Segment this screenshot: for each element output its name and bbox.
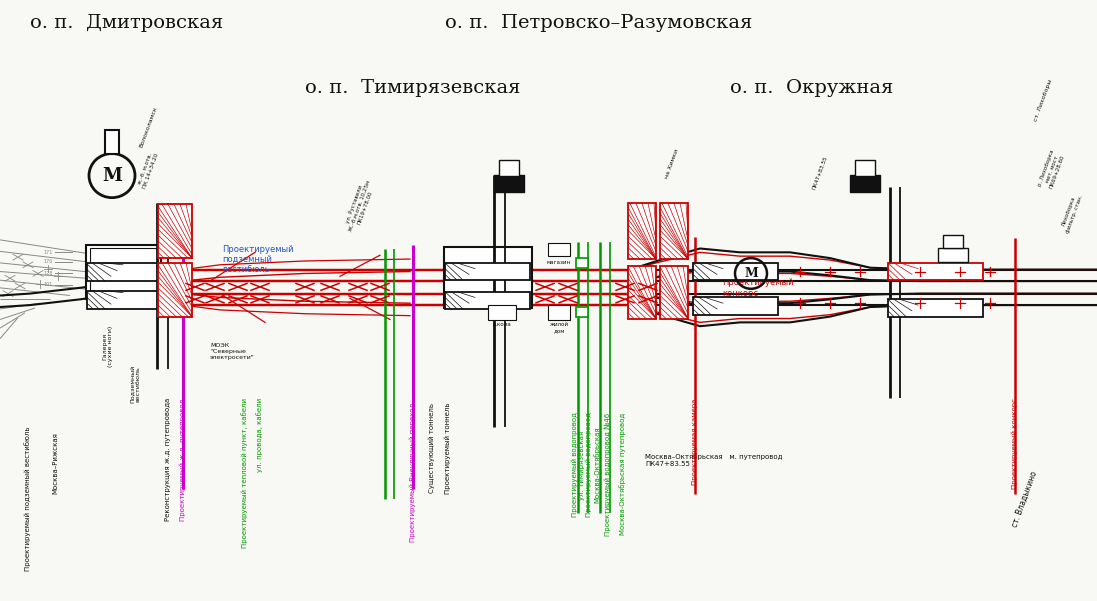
Bar [445, 291, 530, 309]
Text: магазин: магазин [547, 260, 572, 265]
Bar [548, 243, 570, 256]
Text: 171: 171 [44, 250, 53, 255]
Bar [627, 266, 656, 319]
Bar [943, 235, 963, 248]
Bar [499, 160, 519, 175]
Bar [494, 175, 524, 192]
Text: Проектируемый водопровод №46: Проектируемый водопровод №46 [604, 412, 611, 536]
Text: 101: 101 [44, 282, 53, 287]
Text: жилой
дом: жилой дом [550, 322, 568, 333]
Bar [86, 245, 161, 299]
Bar [576, 258, 588, 267]
Text: ПК47+83.55: ПК47+83.55 [812, 156, 828, 191]
Text: Проектируемый
подземный
вестибюль: Проектируемый подземный вестибюль [222, 245, 294, 275]
Text: М: М [744, 267, 758, 280]
Bar [445, 263, 530, 280]
Bar [887, 263, 983, 280]
Text: Проектируемый ж.д. путепровод: Проектируемый ж.д. путепровод [180, 398, 186, 520]
Text: МОЭК
"Северные
электросети": МОЭК "Северные электросети" [210, 344, 255, 360]
Bar [158, 263, 192, 317]
Text: Проектируемый тоннель: Проектируемый тоннель [444, 403, 451, 495]
Bar [887, 299, 983, 317]
Bar [660, 203, 688, 259]
Text: Москва-Октябрьская путепровод: Москва-Октябрьская путепровод [620, 412, 626, 535]
Bar [660, 266, 688, 319]
Bar [87, 291, 157, 309]
Text: Проектируемый водопровод
Москва-Октябрьская: Проектируемый водопровод Москва-Октябрьс… [586, 412, 600, 517]
Text: ст. Владыкино: ст. Владыкино [1010, 470, 1039, 528]
Text: о. п.  Тимирязевская: о. п. Тимирязевская [305, 79, 520, 97]
Text: Волоколамск: Волоколамск [138, 106, 158, 148]
Text: Москва–Октябрьская   м. путепровод
ПК47+83.55: Москва–Октябрьская м. путепровод ПК47+83… [645, 453, 782, 467]
Text: Существующий тоннель: Существующий тоннель [429, 403, 436, 493]
Bar [693, 297, 778, 315]
Text: ж.-б. м.отв.
ПК 14+34.20: ж.-б. м.отв. ПК 14+34.20 [136, 151, 159, 189]
Text: о. п.  Окружная: о. п. Окружная [730, 79, 893, 97]
Text: ул. Руставели
Ж.-б.м.отв. 10,25м
ПК19+78.00: ул. Руставели Ж.-б.м.отв. 10,25м ПК19+78… [343, 177, 377, 234]
Text: Проектируемый тепловой пункт, кабели: Проектируемый тепловой пункт, кабели [241, 398, 248, 548]
Text: Проектируемый конкорс: Проектируемый конкорс [1011, 398, 1018, 489]
Bar [87, 263, 157, 281]
Bar [850, 175, 880, 192]
Text: ул. провода, кабели: ул. провода, кабели [257, 398, 263, 472]
Text: Реконструкция ж.д. путепровода: Реконструкция ж.д. путепровода [165, 398, 171, 522]
Text: о. п.  Петровско–Разумовская: о. п. Петровско–Разумовская [445, 14, 753, 32]
Text: Галерея
(сухие ноги): Галерея (сухие ноги) [103, 326, 113, 367]
Bar [444, 246, 532, 308]
Text: Проектируемый подземный вестибюль: Проектируемый подземный вестибюль [24, 427, 32, 572]
Text: Москва–Рижская: Москва–Рижская [52, 432, 58, 493]
Bar [576, 307, 588, 317]
Text: о. п.  Дмитровская: о. п. Дмитровская [30, 14, 224, 32]
Text: 128: 128 [44, 271, 53, 276]
Text: Проектируемая камера: Проектируемая камера [692, 398, 698, 484]
Bar [158, 204, 192, 258]
Bar [548, 305, 570, 320]
Text: 170: 170 [44, 260, 53, 264]
Bar [90, 248, 157, 296]
Text: Подземный
вестибюль: Подземный вестибюль [129, 365, 140, 403]
Text: Проектируемый водопровод
ул. Тимирязевская: Проектируемый водопровод ул. Тимирязевск… [572, 412, 585, 517]
Bar [938, 248, 968, 262]
Bar [627, 203, 656, 259]
Bar [693, 263, 778, 280]
Text: на Химки: на Химки [665, 148, 680, 180]
Bar [855, 160, 875, 175]
Text: р. Лихоборка
мет. мост
ПК69+28.60: р. Лихоборка мет. мост ПК69+28.60 [1038, 148, 1066, 191]
Bar [105, 130, 118, 154]
Text: Проектируемый Внеуличный переход: Проектируемый Внеуличный переход [410, 403, 416, 542]
Text: М: М [102, 166, 122, 185]
Text: школа: школа [493, 322, 511, 328]
Text: Проектируемый
конкорс: Проектируемый конкорс [722, 278, 793, 297]
Bar [488, 305, 516, 320]
Text: ст. Лихоборы: ст. Лихоборы [1033, 79, 1053, 122]
Text: Лихоборка
фильтр. стан.: Лихоборка фильтр. стан. [1060, 192, 1084, 234]
